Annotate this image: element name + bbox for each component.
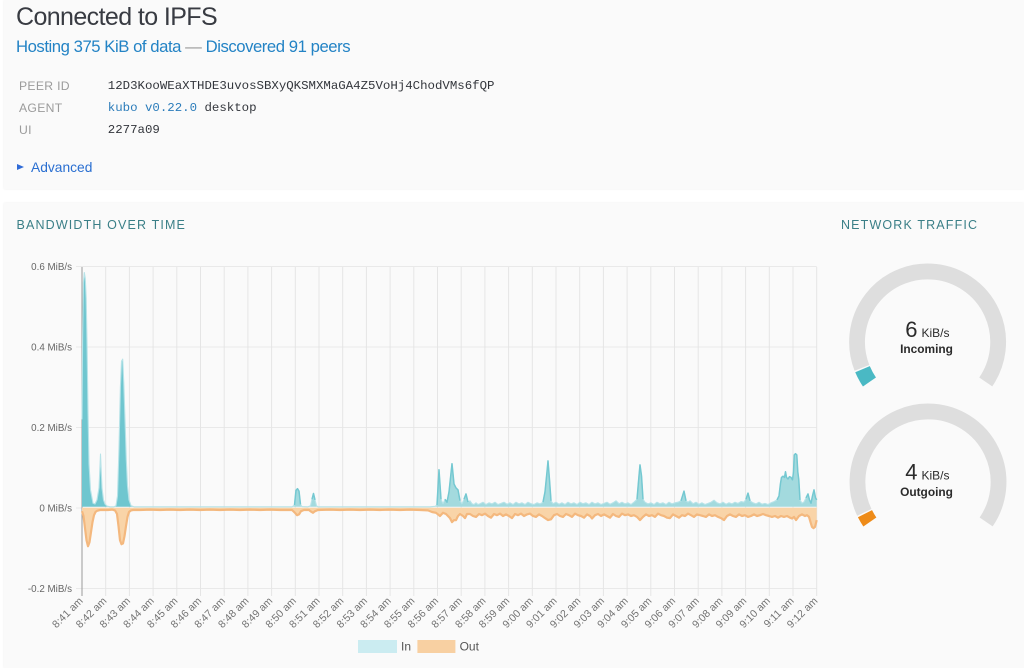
svg-text:0 MiB/s: 0 MiB/s [39, 504, 72, 515]
svg-text:6: 6 [905, 317, 917, 342]
svg-text:In: In [401, 640, 411, 654]
svg-text:0.2 MiB/s: 0.2 MiB/s [31, 423, 72, 434]
svg-text:Incoming: Incoming [900, 342, 953, 356]
svg-text:Out: Out [460, 640, 480, 654]
svg-text:KiB/s: KiB/s [922, 326, 950, 340]
svg-text:0.4 MiB/s: 0.4 MiB/s [31, 343, 72, 354]
svg-text:4: 4 [905, 459, 917, 484]
svg-text:-0.2 MiB/s: -0.2 MiB/s [28, 584, 72, 595]
svg-text:KiB/s: KiB/s [922, 468, 950, 482]
svg-text:0.6 MiB/s: 0.6 MiB/s [31, 262, 72, 273]
svg-text:Outgoing: Outgoing [900, 485, 953, 499]
